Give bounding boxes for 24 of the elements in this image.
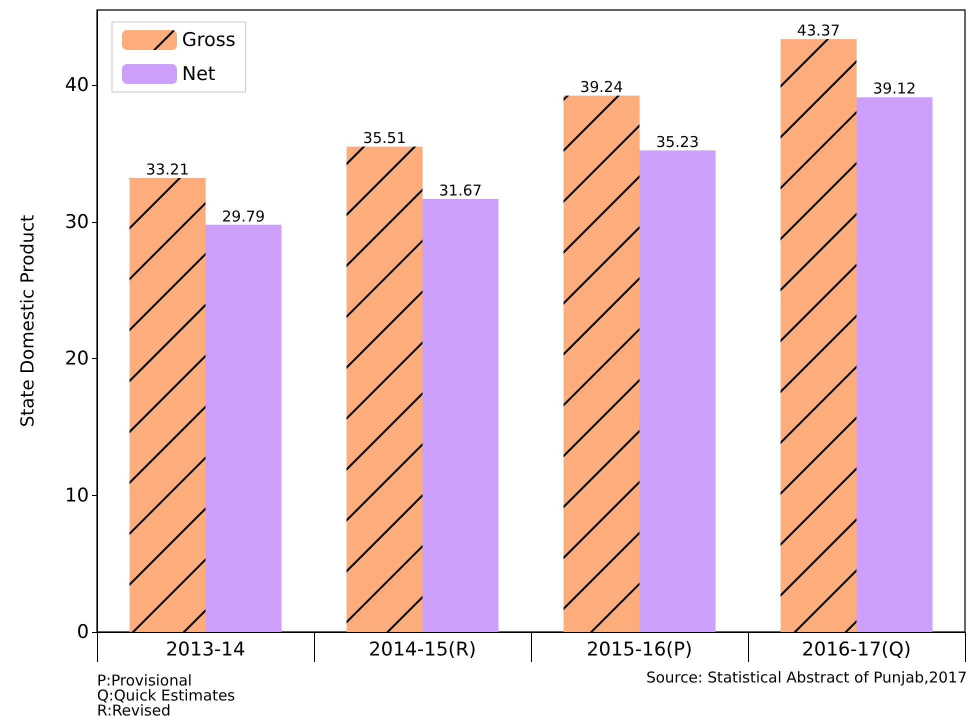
x-tick-label: 2014-15(R) [368, 638, 476, 660]
x-tick-label: 2013-14 [166, 638, 246, 660]
source-note: Source: Statistical Abstract of Punjab,2017 [646, 668, 968, 686]
y-tick-label: 30 [64, 210, 89, 233]
x-tick-label: 2015-16(P) [586, 638, 692, 660]
y-tick-label: 20 [64, 348, 89, 370]
y-tick-label: 40 [64, 74, 89, 96]
data-label: 39.24 [580, 78, 623, 96]
x-tick-label: 2016-17(Q) [802, 638, 912, 660]
data-label: 35.51 [363, 129, 406, 148]
text: R:Revised [97, 702, 171, 720]
data-label: 29.79 [222, 207, 265, 226]
y-tick-label: 10 [64, 484, 89, 506]
legend-label: Gross [182, 29, 236, 51]
legend-label: Net [182, 63, 216, 85]
y-tick-label: 0 [76, 621, 89, 643]
text: Q:Quick Estimates [97, 686, 236, 704]
text: P:Provisional [97, 672, 192, 690]
data-label: 43.37 [797, 22, 840, 40]
data-label: 33.21 [146, 160, 189, 179]
data-label: 35.23 [656, 132, 699, 151]
data-label: 31.67 [439, 182, 482, 200]
data-label: 39.12 [873, 80, 916, 98]
y-axis-title: State Domestic Product [18, 214, 38, 428]
